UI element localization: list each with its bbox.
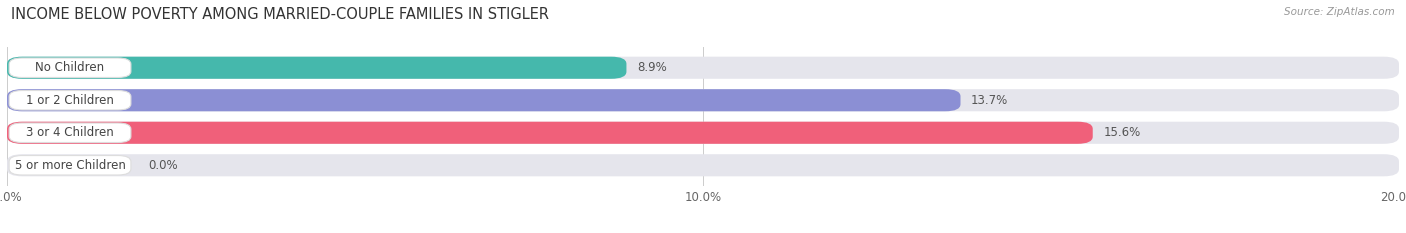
FancyBboxPatch shape <box>8 90 131 110</box>
FancyBboxPatch shape <box>7 57 627 79</box>
FancyBboxPatch shape <box>7 122 1092 144</box>
Text: 15.6%: 15.6% <box>1104 126 1140 139</box>
Text: 13.7%: 13.7% <box>972 94 1008 107</box>
FancyBboxPatch shape <box>8 58 131 77</box>
FancyBboxPatch shape <box>8 156 131 175</box>
Text: 1 or 2 Children: 1 or 2 Children <box>27 94 114 107</box>
Text: 3 or 4 Children: 3 or 4 Children <box>27 126 114 139</box>
FancyBboxPatch shape <box>7 154 1399 176</box>
Text: No Children: No Children <box>35 61 104 74</box>
Text: 0.0%: 0.0% <box>148 159 179 172</box>
FancyBboxPatch shape <box>8 123 131 143</box>
Text: INCOME BELOW POVERTY AMONG MARRIED-COUPLE FAMILIES IN STIGLER: INCOME BELOW POVERTY AMONG MARRIED-COUPL… <box>11 7 550 22</box>
Text: Source: ZipAtlas.com: Source: ZipAtlas.com <box>1284 7 1395 17</box>
Text: 8.9%: 8.9% <box>637 61 666 74</box>
Text: 5 or more Children: 5 or more Children <box>14 159 125 172</box>
FancyBboxPatch shape <box>7 122 1399 144</box>
FancyBboxPatch shape <box>7 89 1399 111</box>
FancyBboxPatch shape <box>7 89 960 111</box>
FancyBboxPatch shape <box>7 57 1399 79</box>
